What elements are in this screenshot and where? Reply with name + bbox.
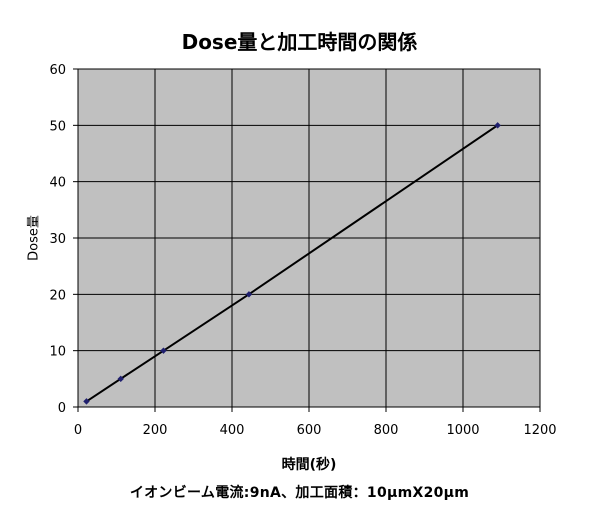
data-point: [245, 291, 253, 298]
x-tick-label: 200: [143, 423, 168, 438]
chart-title: Dose量と加工時間の関係: [181, 30, 418, 54]
x-axis-label: 時間(秒): [281, 457, 337, 473]
data-point: [117, 375, 124, 383]
x-tick-label: 800: [374, 423, 399, 438]
x-tick-label: 600: [297, 423, 322, 438]
y-tick-label: 20: [49, 288, 66, 303]
y-tick-label: 60: [49, 63, 66, 78]
x-tick-label: 0: [74, 423, 82, 438]
x-tick-label: 1200: [523, 423, 556, 438]
y-tick-label: 50: [49, 119, 66, 134]
y-tick-label: 10: [49, 345, 66, 360]
x-tick-label: 1000: [446, 423, 479, 438]
x-tick-label: 400: [220, 423, 245, 438]
chart-caption: イオンビーム電流:9nA、加工面積：10μmX20μm: [129, 485, 470, 501]
y-axis-label: Dose量: [26, 215, 42, 261]
y-tick-label: 40: [49, 176, 66, 191]
data-point: [494, 122, 501, 129]
data-point: [83, 398, 90, 405]
y-tick-label: 30: [49, 232, 66, 247]
data-point: [160, 347, 167, 354]
y-tick-label: 0: [58, 401, 66, 416]
